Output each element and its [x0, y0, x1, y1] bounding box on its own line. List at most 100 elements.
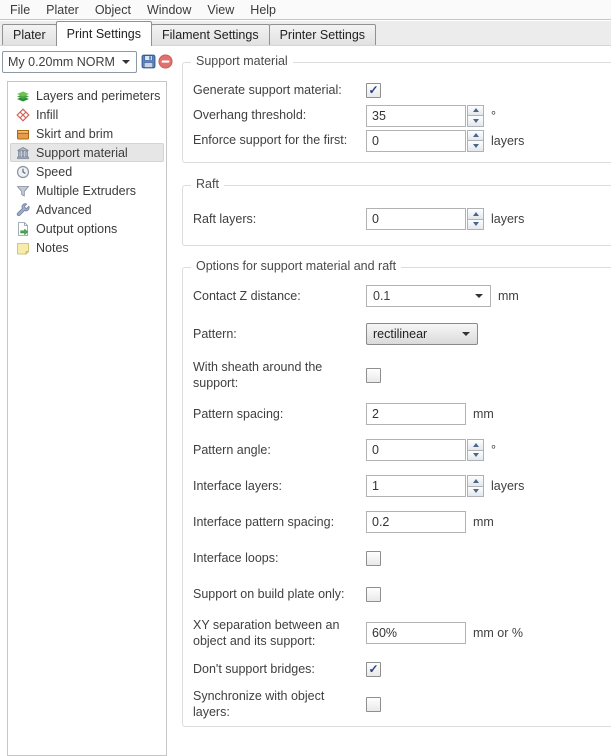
chevron-down-icon	[475, 294, 483, 298]
overhang-threshold-label: Overhang threshold:	[193, 108, 307, 123]
tab-plater[interactable]: Plater	[2, 24, 57, 45]
row-interface-loops: Interface loops:	[183, 540, 611, 576]
red-minus-circle-icon	[158, 54, 173, 69]
pattern-spacing-input[interactable]	[366, 403, 466, 425]
interface-layers-spinner[interactable]	[467, 475, 484, 497]
contact-z-distance-unit: mm	[498, 289, 519, 303]
sidebar-item-label: Support material	[36, 145, 128, 160]
row-interface-pattern-spacing: Interface pattern spacing: mm	[183, 504, 611, 540]
spin-up-icon[interactable]	[467, 439, 484, 450]
raft-layers-input[interactable]	[366, 208, 466, 230]
groupbox-title: Raft	[191, 177, 224, 191]
label-line: layers:	[193, 705, 230, 719]
spin-down-icon[interactable]	[467, 115, 484, 127]
generate-support-material-checkbox[interactable]: ✓	[366, 83, 381, 98]
row-xy-separation: XY separation between an object and its …	[183, 612, 611, 654]
sidebar-item-output-options[interactable]: Output options	[10, 219, 164, 238]
spin-up-icon[interactable]	[467, 475, 484, 486]
overhang-threshold-input[interactable]	[366, 104, 466, 127]
spin-up-icon[interactable]	[467, 104, 484, 115]
menu-plater[interactable]: Plater	[46, 2, 79, 17]
advanced-wrench-icon	[16, 202, 30, 216]
sidebar-item-speed[interactable]: Speed	[10, 162, 164, 181]
interface-layers-unit: layers	[491, 479, 525, 493]
synchronize-with-object-layers-label: Synchronize with object layers:	[193, 688, 366, 721]
sidebar-item-label: Notes	[36, 240, 69, 255]
layers-icon	[17, 91, 29, 101]
sidebar-item-skirt-and-brim[interactable]: Skirt and brim	[10, 124, 164, 143]
preset-dropdown[interactable]: My 0.20mm NORM	[2, 51, 137, 73]
sidebar-item-support-material[interactable]: Support material	[10, 143, 164, 162]
sidebar-item-label: Infill	[36, 107, 59, 122]
interface-pattern-spacing-label: Interface pattern spacing:	[193, 514, 335, 529]
interface-loops-checkbox[interactable]	[366, 550, 381, 566]
menu-object[interactable]: Object	[94, 2, 131, 17]
pattern-angle-spinner[interactable]	[467, 439, 484, 461]
spin-down-icon[interactable]	[467, 218, 484, 230]
enforce-support-spinner[interactable]	[467, 129, 484, 152]
contact-z-distance-value: 0.1	[373, 289, 391, 303]
overhang-threshold-unit: °	[491, 108, 496, 123]
groupbox-title: Support material	[191, 54, 293, 68]
support-on-build-plate-only-label: Support on build plate only:	[193, 586, 345, 601]
spin-down-icon[interactable]	[467, 140, 484, 152]
row-support-on-build-plate-only: Support on build plate only:	[183, 576, 611, 612]
enforce-support-input[interactable]	[366, 129, 466, 152]
xy-separation-input[interactable]	[366, 622, 466, 644]
label-line: Synchronize with object	[193, 688, 325, 703]
row-with-sheath: With sheath around the support:	[183, 354, 611, 396]
floppy-disk-icon	[141, 54, 156, 69]
groupbox-title: Options for support material and raft	[191, 259, 402, 273]
sidebar-item-layers-and-perimeters[interactable]: Layers and perimeters	[10, 86, 164, 105]
generate-support-material-label: Generate support material:	[193, 83, 342, 98]
with-sheath-checkbox[interactable]	[366, 367, 381, 383]
row-overhang-threshold: Overhang threshold: °	[183, 103, 611, 128]
sidebar-item-infill[interactable]: Infill	[10, 105, 164, 124]
interface-pattern-spacing-input[interactable]	[366, 511, 466, 533]
menu-help[interactable]: Help	[250, 2, 277, 17]
dont-support-bridges-label: Don't support bridges:	[193, 661, 315, 676]
overhang-threshold-spinner[interactable]	[467, 104, 484, 127]
dont-support-bridges-checkbox[interactable]: ✓	[366, 661, 381, 677]
row-contact-z-distance: Contact Z distance: 0.1 mm	[183, 278, 611, 314]
save-preset-button[interactable]	[140, 53, 157, 70]
sidebar-item-label: Output options	[36, 221, 118, 236]
tab-printer-settings[interactable]: Printer Settings	[268, 24, 377, 45]
raft-layers-spinner[interactable]	[467, 208, 484, 230]
raft-layers-label: Raft layers:	[193, 211, 257, 226]
spin-down-icon[interactable]	[467, 449, 484, 461]
menu-window[interactable]: Window	[146, 2, 192, 17]
sidebar-item-notes[interactable]: Notes	[10, 238, 164, 257]
infill-icon	[16, 107, 30, 122]
sidebar-item-advanced[interactable]: Advanced	[10, 200, 164, 219]
tab-filament-settings[interactable]: Filament Settings	[151, 24, 270, 45]
sidebar-item-label: Skirt and brim	[36, 126, 114, 141]
support-material-icon	[17, 146, 29, 159]
spin-up-icon[interactable]	[467, 129, 484, 140]
contact-z-distance-combobox[interactable]: 0.1	[366, 285, 491, 307]
row-raft-layers: Raft layers: layers	[183, 204, 611, 234]
pattern-spacing-unit: mm	[473, 407, 494, 421]
label-line: support:	[193, 376, 239, 390]
synchronize-with-object-layers-checkbox[interactable]	[366, 696, 381, 712]
pattern-label: Pattern:	[193, 326, 237, 341]
interface-layers-input[interactable]	[366, 475, 466, 497]
pattern-dropdown[interactable]: rectilinear	[366, 323, 478, 345]
support-on-build-plate-only-checkbox[interactable]	[366, 586, 381, 602]
tab-print-settings[interactable]: Print Settings	[55, 21, 152, 46]
row-pattern-spacing: Pattern spacing: mm	[183, 396, 611, 432]
notes-icon	[17, 242, 30, 255]
raft-layers-unit: layers	[491, 212, 525, 226]
enforce-support-label: Enforce support for the first:	[193, 133, 348, 148]
sidebar-item-multiple-extruders[interactable]: Multiple Extruders	[10, 181, 164, 200]
interface-layers-label: Interface layers:	[193, 478, 282, 493]
delete-preset-button[interactable]	[157, 53, 174, 70]
enforce-support-unit: layers	[491, 133, 525, 148]
spin-down-icon[interactable]	[467, 485, 484, 497]
menu-file[interactable]: File	[10, 2, 31, 17]
interface-pattern-spacing-unit: mm	[473, 515, 494, 529]
menu-view[interactable]: View	[207, 2, 235, 17]
spin-up-icon[interactable]	[467, 208, 484, 219]
multiple-extruders-icon	[16, 185, 30, 197]
pattern-angle-input[interactable]	[366, 439, 466, 461]
